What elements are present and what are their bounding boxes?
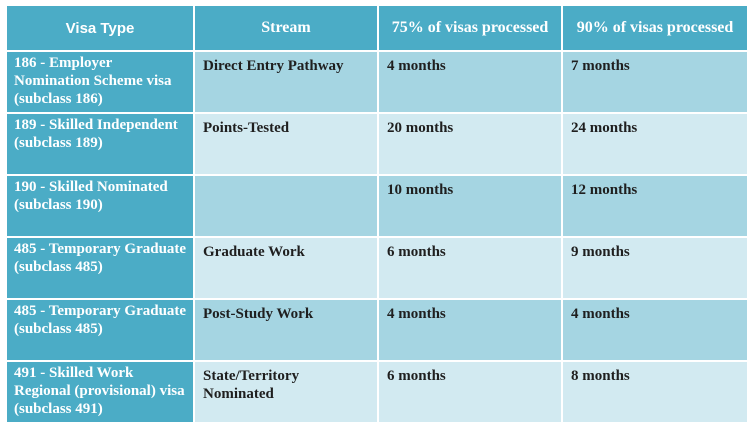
p90-cell: 12 months (563, 176, 747, 236)
stream-cell: Direct Entry Pathway (195, 52, 377, 112)
visa-type-cell: 186 - Employer Nomination Scheme visa (s… (7, 52, 193, 112)
p75-cell: 20 months (379, 114, 561, 174)
p90-cell: 8 months (563, 362, 747, 422)
stream-cell: Graduate Work (195, 238, 377, 298)
table-row: 485 - Temporary Graduate (subclass 485) … (7, 238, 747, 298)
p90-cell: 24 months (563, 114, 747, 174)
header-stream: Stream (195, 6, 377, 50)
stream-cell (195, 176, 377, 236)
p75-cell: 4 months (379, 52, 561, 112)
p75-cell: 6 months (379, 362, 561, 422)
p90-cell: 4 months (563, 300, 747, 360)
header-75-percent: 75% of visas processed (379, 6, 561, 50)
visa-type-cell: 189 - Skilled Independent (subclass 189) (7, 114, 193, 174)
table-row: 186 - Employer Nomination Scheme visa (s… (7, 52, 747, 112)
visa-type-cell: 485 - Temporary Graduate (subclass 485) (7, 238, 193, 298)
processing-times-table: Visa Type Stream 75% of visas processed … (5, 4, 749, 424)
visa-type-cell: 190 - Skilled Nominated (subclass 190) (7, 176, 193, 236)
p75-cell: 4 months (379, 300, 561, 360)
table-row: 485 - Temporary Graduate (subclass 485) … (7, 300, 747, 360)
header-90-percent: 90% of visas processed (563, 6, 747, 50)
table-row: 189 - Skilled Independent (subclass 189)… (7, 114, 747, 174)
stream-cell: Post-Study Work (195, 300, 377, 360)
p90-cell: 7 months (563, 52, 747, 112)
stream-cell: State/Territory Nominated (195, 362, 377, 422)
table-row: 190 - Skilled Nominated (subclass 190) 1… (7, 176, 747, 236)
header-visa-type: Visa Type (7, 6, 193, 50)
table-row: 491 - Skilled Work Regional (provisional… (7, 362, 747, 422)
p75-cell: 6 months (379, 238, 561, 298)
p75-cell: 10 months (379, 176, 561, 236)
stream-cell: Points-Tested (195, 114, 377, 174)
visa-type-cell: 491 - Skilled Work Regional (provisional… (7, 362, 193, 422)
visa-type-cell: 485 - Temporary Graduate (subclass 485) (7, 300, 193, 360)
p90-cell: 9 months (563, 238, 747, 298)
table-header-row: Visa Type Stream 75% of visas processed … (7, 6, 747, 50)
